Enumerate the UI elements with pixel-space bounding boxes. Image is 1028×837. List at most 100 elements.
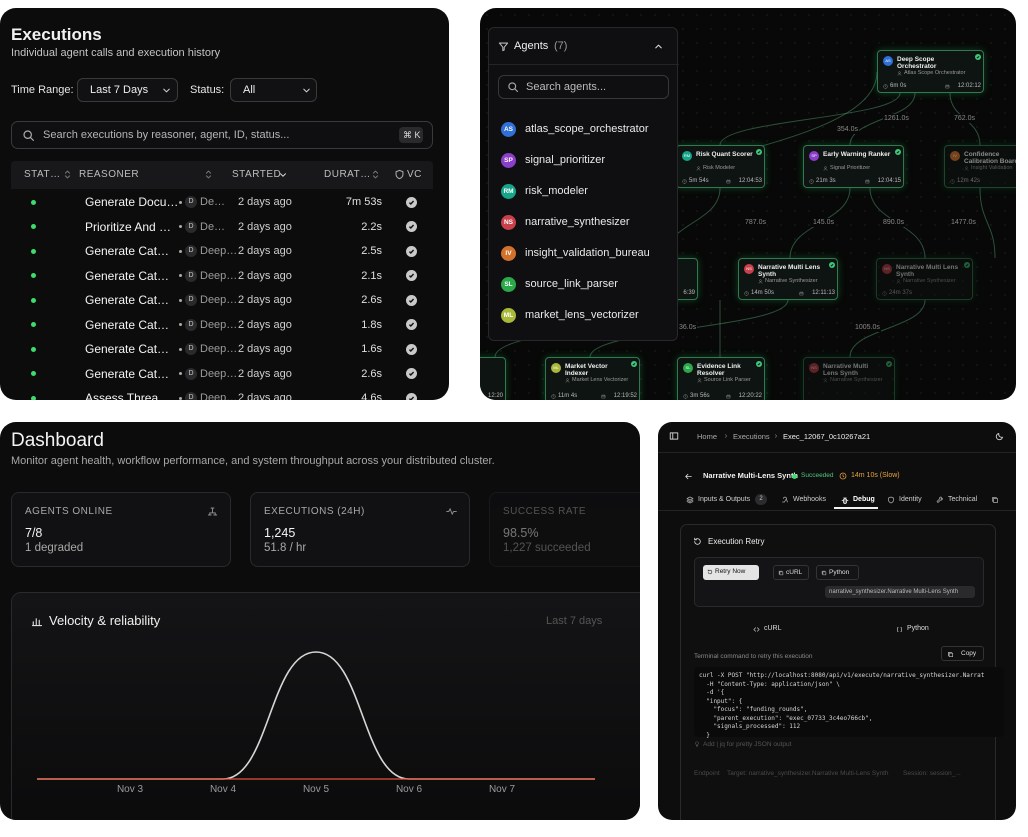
node-badge-label: SP bbox=[811, 153, 817, 158]
search-input[interactable]: Search executions by reasoner, agent, ID… bbox=[11, 121, 433, 149]
stat-value: 7/8 bbox=[25, 526, 43, 540]
button[interactable]: cURL bbox=[773, 565, 809, 580]
node-badge-label: NS bbox=[746, 266, 752, 271]
agent-avatar: SP bbox=[501, 152, 516, 168]
graph-node[interactable]: 12:20 bbox=[480, 357, 506, 400]
button[interactable]: Python bbox=[816, 565, 859, 580]
graph-node[interactable]: NS Narrative Multi Lens Synth Narrative Sy… bbox=[738, 258, 838, 300]
copy-button[interactable]: Copy bbox=[941, 646, 984, 661]
clock-icon-shape bbox=[682, 179, 687, 184]
node-title: Narrative Multi Lens Synth bbox=[823, 363, 869, 377]
sort-icon-shape bbox=[64, 170, 71, 179]
edge-label: 890.0s bbox=[882, 218, 906, 227]
node-badge-label: NS bbox=[884, 266, 890, 271]
graph-node[interactable]: ML Market Vector Indexer Market Lens Vecto… bbox=[545, 357, 640, 400]
agent-icon bbox=[565, 378, 570, 383]
column-header[interactable]: STAT… bbox=[24, 169, 61, 180]
vc-check bbox=[406, 270, 417, 281]
button[interactable]: Retry Now bbox=[703, 565, 759, 580]
column-header[interactable]: VC bbox=[407, 169, 422, 180]
tab[interactable]: Identity bbox=[899, 496, 922, 503]
tab[interactable]: Webhooks bbox=[793, 496, 826, 503]
agents-search[interactable]: Search agents... bbox=[498, 75, 669, 99]
node-time: 12:20 bbox=[487, 393, 503, 399]
graph-node[interactable]: RM Risk Quant Scorer Risk Modeler 5m 54s 12:… bbox=[676, 145, 765, 188]
breadcrumb-chevron-shape bbox=[774, 434, 778, 438]
duration: 2.6s bbox=[361, 294, 382, 306]
chart-icon-shape bbox=[31, 618, 43, 627]
agent-badge: D bbox=[185, 269, 197, 282]
agent-name: market_lens_vectorizer bbox=[525, 309, 639, 321]
meta-item: Target: narrative_synthesizer.Narrative … bbox=[727, 770, 889, 777]
column-header[interactable]: REASONER bbox=[79, 169, 140, 180]
button-icon bbox=[778, 570, 784, 576]
edge-label: 1261.0s bbox=[883, 114, 910, 123]
reasoner-name: Generate Cat… bbox=[85, 293, 170, 307]
graph-node[interactable]: SP Early Warning Ranker Signal Prioritizer… bbox=[803, 145, 904, 188]
node-badge: ML bbox=[551, 363, 561, 373]
format-tab[interactable]: cURL bbox=[764, 625, 782, 632]
sidebar-toggle bbox=[669, 432, 679, 440]
agent-badge-label: D bbox=[188, 345, 194, 352]
active-tab-indicator bbox=[834, 507, 878, 509]
graph-node[interactable]: NS Narrative Multi Lens Synth Narrative Sy… bbox=[876, 258, 973, 300]
column-header[interactable]: STARTED bbox=[232, 169, 282, 180]
node-status bbox=[975, 54, 981, 60]
node-time: 12:04:53 bbox=[738, 178, 762, 184]
shortcut-label: ⌘ K bbox=[403, 130, 421, 140]
vc-check bbox=[406, 319, 417, 330]
breadcrumb[interactable]: Executions bbox=[733, 432, 770, 441]
format-icon bbox=[896, 626, 903, 633]
duration-badge: 14m 10s (Slow) bbox=[851, 472, 900, 479]
node-badge-label: RM bbox=[683, 153, 691, 158]
agent-initials: IV bbox=[505, 249, 512, 257]
status-badge: Succeeded bbox=[801, 472, 834, 479]
clock-icon-shape bbox=[744, 291, 749, 296]
edge-label: 354.0s bbox=[836, 125, 860, 134]
tab[interactable]: Debug bbox=[853, 496, 875, 503]
reasoner-name: Generate Cat… bbox=[85, 342, 170, 356]
graph-node[interactable]: AS Deep Scope Orchestrator Atlas Scope Orc… bbox=[877, 50, 984, 93]
time-icon bbox=[945, 84, 950, 89]
node-duration: 12m 42s bbox=[957, 178, 981, 184]
breadcrumb[interactable]: Home bbox=[697, 432, 718, 441]
node-badge: NS bbox=[809, 363, 819, 373]
node-status bbox=[895, 149, 901, 155]
clock-icon-shape bbox=[551, 394, 556, 399]
node-agent: Risk Modeler bbox=[703, 165, 736, 171]
tab[interactable]: Inputs & Outputs bbox=[698, 496, 751, 503]
started-time: 2 days ago bbox=[238, 367, 292, 380]
time-icon bbox=[799, 291, 804, 296]
node-badge: NS bbox=[882, 264, 892, 274]
node-status-check bbox=[976, 55, 980, 59]
reasoner-name: Generate Docu… bbox=[85, 195, 179, 209]
node-duration: 5m 54s bbox=[689, 178, 709, 184]
button-icon-shape bbox=[778, 570, 784, 576]
column-header[interactable]: DURAT… bbox=[324, 169, 371, 180]
format-tab[interactable]: Python bbox=[907, 625, 929, 632]
vc-check-mark bbox=[408, 298, 415, 303]
tab-icon-shape bbox=[782, 496, 788, 503]
node-time: 12:02:12 bbox=[957, 83, 981, 89]
graph-node[interactable]: SL Evidence Link Resolver Source Link Pars… bbox=[677, 357, 765, 400]
status-dot bbox=[31, 273, 36, 278]
agent-badge-label: D bbox=[188, 271, 194, 279]
node-time: 12:20:22 bbox=[738, 393, 762, 399]
graph-node[interactable]: IV Confidence Calibration Board Insight Va… bbox=[944, 145, 1016, 188]
code-line: "signals_processed": 112 bbox=[699, 723, 801, 730]
node-agent: Narrative Synthesizer bbox=[903, 278, 956, 284]
status-select[interactable]: All bbox=[230, 78, 317, 102]
graph-node[interactable]: NS Narrative Multi Lens Synth Narrative Sy… bbox=[803, 357, 895, 400]
agent-icon bbox=[964, 166, 969, 171]
stat-icon-shape bbox=[446, 508, 457, 515]
reasoner-name: Generate Cat… bbox=[85, 317, 170, 332]
tab-icon-shape bbox=[888, 496, 894, 504]
time-range-select[interactable]: Last 7 Days bbox=[77, 78, 178, 102]
target-tag: narrative_synthesizer.Narrative Multi-Le… bbox=[825, 586, 975, 598]
tab[interactable]: Technical bbox=[948, 496, 978, 503]
node-duration: 24m 37s bbox=[889, 290, 913, 296]
agent-badge-label: D bbox=[188, 320, 194, 328]
node-agent: Signal Prioritizer bbox=[830, 165, 871, 171]
series-line bbox=[37, 651, 595, 780]
node-badge: IV bbox=[950, 151, 960, 161]
